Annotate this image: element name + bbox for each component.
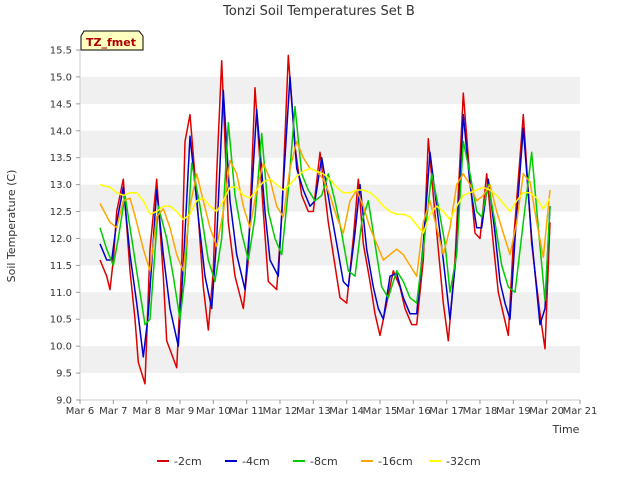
x-tick-label: Mar 16 <box>396 406 431 417</box>
legend: -2cm -4cm -8cm -16cm -32cm <box>157 455 481 468</box>
x-tick-label: Mar 9 <box>166 406 194 417</box>
series-line-32cm <box>99 167 551 234</box>
x-tick-label: Mar 10 <box>196 406 231 417</box>
badge-shape <box>80 30 144 51</box>
x-tick-label: Mar 20 <box>529 406 564 417</box>
y-tick-label: 14.0 <box>50 126 72 137</box>
y-tick-label: 9.5 <box>56 369 72 380</box>
axes <box>79 50 580 401</box>
x-tick-label: Mar 7 <box>99 406 127 417</box>
x-tick-label: Mar 11 <box>229 406 264 417</box>
grid-band <box>80 346 580 374</box>
x-tick-label: Mar 21 <box>563 406 598 417</box>
y-tick-label: 15.0 <box>50 72 72 83</box>
x-tick-label: Mar 12 <box>263 406 298 417</box>
x-tick-label: Mar 8 <box>132 406 160 417</box>
y-tick-label: 12.0 <box>50 234 72 245</box>
y-tick-label: 10.5 <box>50 315 72 326</box>
legend-label: -8cm <box>310 455 338 468</box>
y-tick-label: 14.5 <box>50 99 72 110</box>
y-tick-label: 13.0 <box>50 180 72 191</box>
y-tick-label: 9.0 <box>56 396 72 407</box>
y-tick-label: 10.0 <box>50 342 72 353</box>
legend-label: -32cm <box>446 455 481 468</box>
chart-title: Tonzi Soil Temperatures Set B <box>222 4 415 19</box>
y-tick-label: 13.5 <box>50 153 72 164</box>
series-line-16cm <box>99 140 551 277</box>
y-tick-label: 11.0 <box>50 288 72 299</box>
station-badge: TZ_fmet <box>80 30 144 51</box>
y-axis-label: Soil Temperature (C) <box>5 170 18 283</box>
x-tick-label: Mar 19 <box>496 406 531 417</box>
series-lines <box>99 54 551 385</box>
grid-band <box>80 130 580 158</box>
x-tick-label: Mar 15 <box>363 406 398 417</box>
series-line-4cm <box>99 76 551 358</box>
x-tick-label: Mar 6 <box>66 406 94 417</box>
x-tick-label: Mar 18 <box>463 406 498 417</box>
y-axis-ticks: 9.0 9.5 10.0 10.5 11.0 11.5 12.0 12.5 13.0 13.5 14… <box>50 46 80 407</box>
y-tick-label: 15.5 <box>50 46 72 57</box>
grid-band <box>80 76 580 104</box>
grid-band <box>80 292 580 320</box>
legend-label: -2cm <box>174 455 202 468</box>
x-tick-label: Mar 13 <box>296 406 331 417</box>
x-tick-label: Mar 14 <box>329 406 364 417</box>
x-tick-label: Mar 17 <box>429 406 464 417</box>
x-axis-label: Time <box>552 423 580 436</box>
legend-label: -4cm <box>242 455 270 468</box>
y-tick-label: 12.5 <box>50 207 72 218</box>
y-tick-label: 11.5 <box>50 261 72 272</box>
legend-label: -16cm <box>378 455 413 468</box>
badge-label: TZ_fmet <box>86 36 136 49</box>
